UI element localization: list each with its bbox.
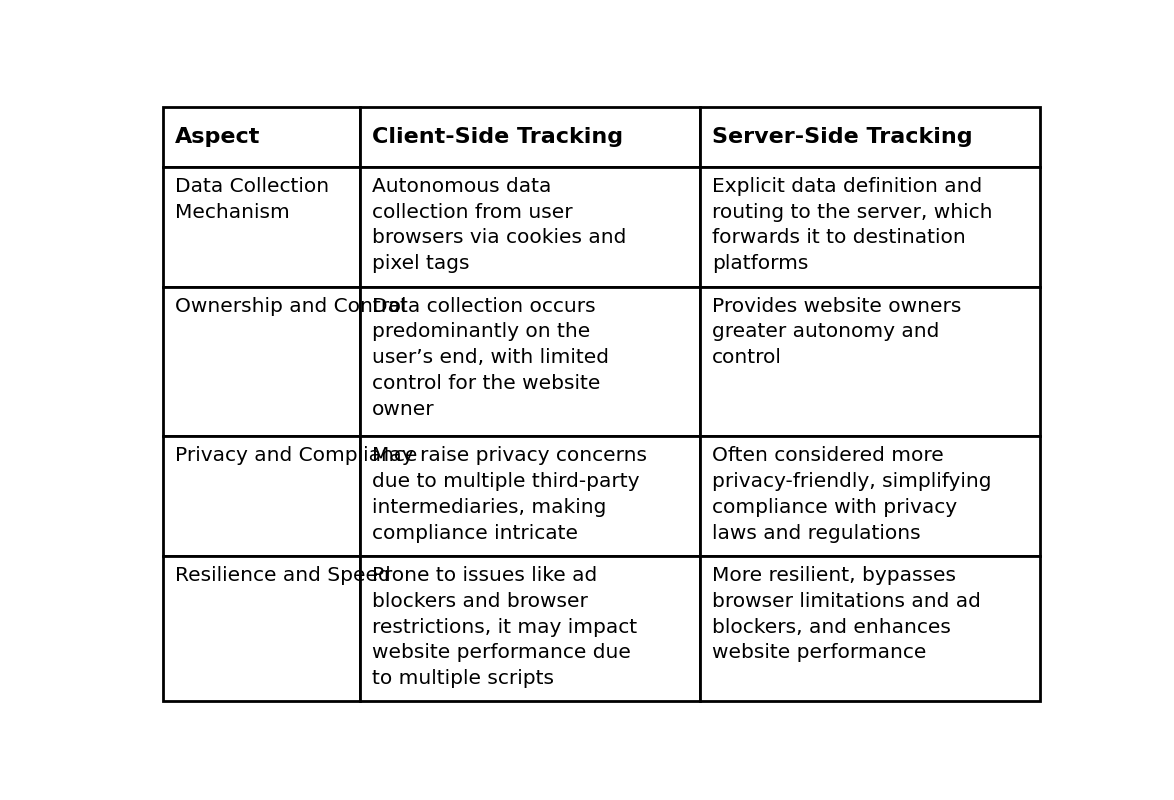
Bar	[700, 286, 1040, 437]
Bar	[700, 107, 1040, 167]
Bar	[163, 437, 360, 556]
Text: Aspect: Aspect	[175, 127, 261, 147]
Bar	[360, 556, 700, 701]
Text: Often considered more
privacy-friendly, simplifying
compliance with privacy
laws: Often considered more privacy-friendly, …	[711, 446, 992, 542]
Text: Data Collection
Mechanism: Data Collection Mechanism	[175, 177, 329, 222]
Bar	[360, 437, 700, 556]
Text: Privacy and Compliance: Privacy and Compliance	[175, 446, 417, 466]
Text: Autonomous data
collection from user
browsers via cookies and
pixel tags: Autonomous data collection from user bro…	[372, 177, 626, 273]
Text: Explicit data definition and
routing to the server, which
forwards it to destina: Explicit data definition and routing to …	[711, 177, 992, 273]
Text: Resilience and Speed: Resilience and Speed	[175, 566, 391, 585]
Text: Prone to issues like ad
blockers and browser
restrictions, it may impact
website: Prone to issues like ad blockers and bro…	[372, 566, 637, 688]
Text: May raise privacy concerns
due to multiple third-party
intermediaries, making
co: May raise privacy concerns due to multip…	[372, 446, 647, 542]
Text: Server-Side Tracking: Server-Side Tracking	[711, 127, 972, 147]
Bar	[360, 167, 700, 286]
Bar	[163, 107, 360, 167]
Bar	[360, 286, 700, 437]
Text: Provides website owners
greater autonomy and
control: Provides website owners greater autonomy…	[711, 297, 962, 367]
Bar	[360, 107, 700, 167]
Text: Data collection occurs
predominantly on the
user’s end, with limited
control for: Data collection occurs predominantly on …	[372, 297, 609, 418]
Bar	[700, 167, 1040, 286]
Bar	[163, 167, 360, 286]
Text: Ownership and Control: Ownership and Control	[175, 297, 406, 315]
Text: Client-Side Tracking: Client-Side Tracking	[372, 127, 623, 147]
Bar	[163, 556, 360, 701]
Text: More resilient, bypasses
browser limitations and ad
blockers, and enhances
websi: More resilient, bypasses browser limitat…	[711, 566, 980, 662]
Bar	[700, 556, 1040, 701]
Bar	[700, 437, 1040, 556]
Bar	[163, 286, 360, 437]
